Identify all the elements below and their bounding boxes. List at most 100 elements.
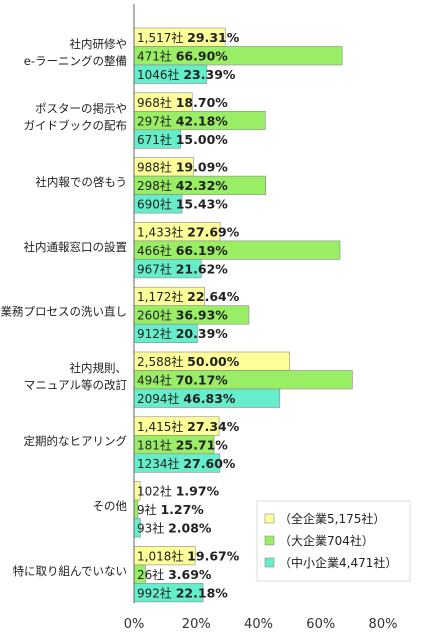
category-labels: 社内研修や e-ラーニングの整備ポスターの掲示やガイドブックの配布社内報での啓もう…	[1, 37, 128, 578]
data-label-count: 9社	[137, 502, 160, 517]
data-label: 2,588社 50.00%	[137, 354, 240, 369]
data-label-count: 1,018社	[137, 548, 187, 563]
data-label: 968社 18.70%	[137, 95, 228, 110]
data-label-count: 102社	[137, 484, 176, 499]
data-label: 912社 20.39%	[137, 326, 228, 341]
data-label-count: 298社	[137, 178, 176, 193]
data-label-percent: 19.09%	[176, 160, 229, 175]
data-label: 297社 42.18%	[137, 113, 228, 128]
data-label-count: 1,172社	[137, 289, 187, 304]
x-tick-label: 80%	[369, 617, 398, 632]
data-label: 671社 15.00%	[137, 132, 228, 147]
data-label-count: 181社	[137, 437, 176, 452]
data-label-percent: 1.97%	[176, 484, 220, 499]
data-label-percent: 15.43%	[176, 197, 229, 212]
category-label: ポスターの掲示や	[35, 102, 127, 116]
data-label: 992社 22.18%	[137, 585, 228, 600]
category-label: 特に取り組んでいない	[13, 564, 127, 578]
category-label: その他	[93, 499, 128, 513]
data-label-percent: 36.93%	[176, 308, 229, 323]
data-label-count: 968社	[137, 95, 176, 110]
data-label: 298社 42.32%	[137, 178, 228, 193]
data-label-percent: 27.60%	[183, 456, 236, 471]
data-label: 471社 66.90%	[137, 49, 228, 64]
legend-label: （全企業5,175社）	[279, 511, 385, 526]
data-label-percent: 70.17%	[176, 373, 229, 388]
x-tick-label: 0%	[124, 617, 145, 632]
data-label: 690社 15.43%	[137, 197, 228, 212]
x-tick-label: 20%	[182, 617, 211, 632]
data-label: 181社 25.71%	[137, 437, 228, 452]
data-label-percent: 23.39%	[183, 67, 236, 82]
data-label-count: 1,433社	[137, 224, 187, 239]
category-label: 定期的なヒアリング	[24, 434, 128, 448]
data-label-count: 26社	[137, 567, 168, 582]
data-label-percent: 19.67%	[187, 548, 240, 563]
data-label: 1234社 27.60%	[137, 456, 236, 471]
data-label: 1,172社 22.64%	[137, 289, 240, 304]
data-label: 9社 1.27%	[137, 502, 204, 517]
data-label-count: 2094社	[137, 391, 183, 406]
data-label-percent: 22.18%	[176, 585, 229, 600]
data-label-count: 2,588社	[137, 354, 187, 369]
data-label: 1046社 23.39%	[137, 67, 236, 82]
data-label-count: 1,415社	[137, 419, 187, 434]
legend: （全企業5,175社） （大企業704社） （中小企業4,471社）	[256, 500, 411, 582]
data-label-percent: 66.90%	[176, 49, 229, 64]
legend-swatch	[264, 557, 275, 568]
category-label: 社内通報窓口の設置	[24, 240, 128, 254]
data-labels: 1,517社 29.31% 471社 66.90% 1046社 23.39% 968社…	[137, 30, 240, 600]
data-label-count: 466社	[137, 243, 176, 258]
data-label-count: 1,517社	[137, 30, 187, 45]
data-label-count: 671社	[137, 132, 176, 147]
data-label-count: 494社	[137, 373, 176, 388]
data-label-percent: 18.70%	[176, 95, 229, 110]
data-label: 260社 36.93%	[137, 308, 228, 323]
category-label: ガイドブックの配布	[24, 119, 128, 133]
data-label-count: 1234社	[137, 456, 183, 471]
data-label: 967社 21.62%	[137, 261, 228, 276]
data-label-percent: 21.62%	[176, 261, 229, 276]
legend-label: （中小企業4,471社）	[279, 555, 397, 570]
data-label: 494社 70.17%	[137, 373, 228, 388]
data-label-percent: 27.34%	[187, 419, 240, 434]
data-label: 93社 2.08%	[137, 521, 212, 536]
x-tick-label: 40%	[244, 617, 273, 632]
data-label-count: 93社	[137, 521, 168, 536]
data-label-percent: 50.00%	[187, 354, 240, 369]
legend-swatch	[264, 535, 275, 546]
data-label-count: 1046社	[137, 67, 183, 82]
data-label-percent: 46.83%	[183, 391, 236, 406]
data-label-count: 988社	[137, 160, 176, 175]
data-label-percent: 2.08%	[168, 521, 212, 536]
x-tick-label: 60%	[306, 617, 335, 632]
data-label-count: 912社	[137, 326, 176, 341]
data-label-count: 690社	[137, 197, 176, 212]
data-label-count: 967社	[137, 261, 176, 276]
data-label-percent: 22.64%	[187, 289, 240, 304]
category-label: 業務プロセスの洗い直し	[1, 305, 128, 319]
data-label-percent: 1.27%	[160, 502, 204, 517]
data-label-percent: 25.71%	[176, 437, 229, 452]
legend-label: （大企業704社）	[279, 533, 374, 548]
data-label-percent: 15.00%	[176, 132, 229, 147]
category-label: 社内規則、	[70, 361, 128, 375]
data-label-percent: 20.39%	[176, 326, 229, 341]
data-label: 1,018社 19.67%	[137, 548, 240, 563]
data-label: 466社 66.19%	[137, 243, 228, 258]
legend-swatch	[264, 513, 275, 524]
category-label: 社内研修や	[70, 37, 128, 51]
category-label: マニュアル等の改訂	[24, 378, 128, 392]
x-axis: 0% 20% 40% 60% 80%	[124, 4, 398, 632]
data-label-percent: 66.19%	[176, 243, 229, 258]
legend-box	[256, 500, 411, 582]
data-label: 26社 3.69%	[137, 567, 212, 582]
category-label: 社内報での啓もう	[35, 175, 127, 189]
data-label: 988社 19.09%	[137, 160, 228, 175]
data-label: 102社 1.97%	[137, 484, 220, 499]
data-label-count: 471社	[137, 49, 176, 64]
data-label-percent: 29.31%	[187, 30, 240, 45]
data-label-count: 992社	[137, 585, 176, 600]
data-label-count: 260社	[137, 308, 176, 323]
